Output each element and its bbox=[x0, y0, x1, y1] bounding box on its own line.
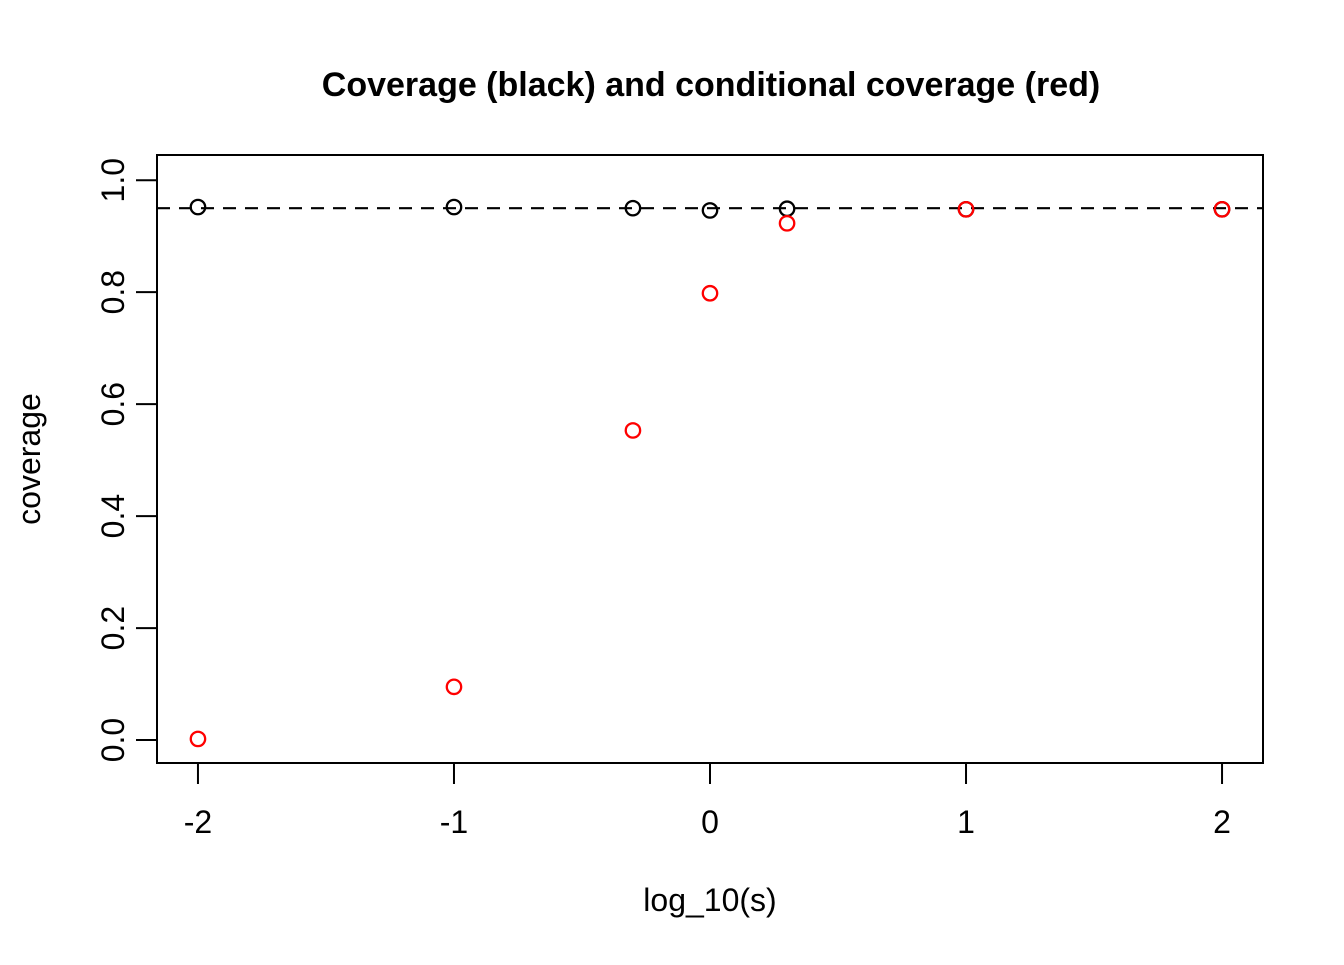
x-tick-label: 0 bbox=[701, 804, 719, 840]
plot-title: Coverage (black) and conditional coverag… bbox=[322, 66, 1100, 104]
y-axis-title: coverage bbox=[11, 393, 47, 525]
data-point bbox=[1213, 200, 1231, 218]
y-tick-label: 0.4 bbox=[95, 494, 131, 538]
data-point bbox=[778, 214, 796, 232]
data-point bbox=[624, 199, 642, 217]
x-tick-label: 2 bbox=[1213, 804, 1231, 840]
y-tick-label: 0.2 bbox=[95, 606, 131, 650]
data-point bbox=[445, 678, 463, 696]
data-points-group bbox=[189, 198, 1231, 748]
data-point bbox=[624, 422, 642, 439]
axis-ticks: -2 -1 0 1 2 0.0 0.2 0.4 0.6 0.8 1.0 bbox=[95, 158, 1231, 840]
data-point bbox=[701, 202, 719, 219]
data-point bbox=[445, 198, 463, 216]
x-tick-label: -2 bbox=[184, 804, 212, 840]
y-tick-label: 0.8 bbox=[95, 270, 131, 314]
x-axis-title: log_10(s) bbox=[643, 882, 776, 918]
y-tick-label: 0.6 bbox=[95, 382, 131, 426]
plot-border bbox=[156, 154, 1264, 764]
data-point bbox=[189, 198, 207, 216]
data-point bbox=[957, 200, 975, 218]
x-tick-label: 1 bbox=[957, 804, 975, 840]
data-point bbox=[189, 730, 207, 748]
data-point bbox=[701, 284, 719, 302]
x-tick-label: -1 bbox=[440, 804, 468, 840]
y-tick-label: 1.0 bbox=[95, 158, 131, 202]
y-tick-label: 0.0 bbox=[95, 718, 131, 762]
